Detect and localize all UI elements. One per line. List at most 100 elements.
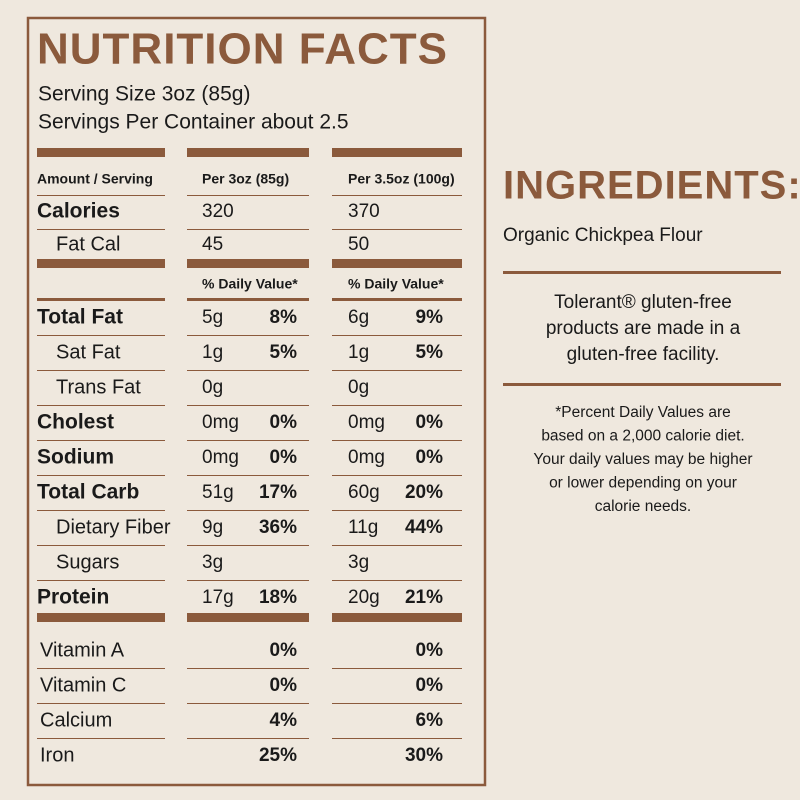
percent: 0% (416, 447, 444, 468)
rule (187, 148, 309, 157)
column-header: Per 3oz (85g) (202, 171, 289, 187)
percent: 9% (416, 307, 444, 328)
rule (332, 613, 462, 622)
row-label: Total Fat (37, 306, 123, 329)
amount: 60g (348, 482, 380, 503)
percent: 18% (259, 587, 297, 608)
column-header: Per 3.5oz (100g) (348, 171, 455, 187)
amount: 9g (202, 517, 223, 538)
row-label: Iron (40, 744, 74, 766)
row-line (332, 510, 462, 511)
rule (332, 298, 462, 301)
percent: 5% (270, 342, 298, 363)
row-line (187, 440, 309, 441)
row-label: Fat Cal (56, 233, 120, 255)
amount: 17g (202, 587, 234, 608)
amount: 3g (202, 552, 223, 573)
footnote-line: *Percent Daily Values are (555, 404, 730, 421)
note-line: gluten-free facility. (567, 344, 720, 365)
row-line (37, 668, 165, 669)
percent: 30% (405, 745, 443, 766)
percent: 0% (270, 675, 298, 696)
footnote-line: or lower depending on your (549, 475, 737, 492)
amount: 0mg (202, 412, 239, 433)
percent: 0% (416, 412, 444, 433)
note-line: products are made in a (546, 318, 741, 339)
row-label: Dietary Fiber (56, 516, 171, 538)
row-line (37, 475, 165, 476)
percent: 20% (405, 482, 443, 503)
row-line (37, 335, 165, 336)
percent: 21% (405, 587, 443, 608)
amount: 3g (348, 552, 369, 573)
percent: 36% (259, 517, 297, 538)
row-line (332, 370, 462, 371)
row-line (332, 668, 462, 669)
row-line (332, 703, 462, 704)
amount: 20g (348, 587, 380, 608)
amount: 0mg (348, 412, 385, 433)
percent: 8% (270, 307, 298, 328)
row-line (332, 580, 462, 581)
amount: 5g (202, 307, 223, 328)
rule (37, 298, 165, 301)
rule (37, 148, 165, 157)
row-line (332, 475, 462, 476)
row-label: Sugars (56, 551, 119, 573)
row-label: Trans Fat (56, 376, 141, 398)
footnote-line: based on a 2,000 calorie diet. (541, 428, 744, 445)
percent: 25% (259, 745, 297, 766)
divider (503, 271, 781, 274)
row-label: Vitamin A (40, 639, 125, 661)
row-line (332, 405, 462, 406)
amount: 0g (348, 377, 369, 398)
rule (187, 259, 309, 268)
amount: 0g (202, 377, 223, 398)
daily-value-header: % Daily Value* (202, 276, 298, 292)
divider (503, 383, 781, 386)
ingredients-title: INGREDIENTS: (503, 164, 800, 208)
rule (187, 613, 309, 622)
percent: 4% (270, 710, 298, 731)
row-line (332, 545, 462, 546)
footnote-line: Your daily values may be higher (533, 451, 752, 468)
row-line (187, 545, 309, 546)
amount: 320 (202, 201, 234, 222)
row-line (187, 738, 309, 739)
row-line (332, 440, 462, 441)
amount: 0mg (348, 447, 385, 468)
row-label: Calcium (40, 709, 112, 731)
note-line: Tolerant® gluten-free (554, 292, 732, 313)
row-line (37, 580, 165, 581)
amount: 1g (202, 342, 223, 363)
row-line (187, 475, 309, 476)
row-line (187, 229, 309, 230)
row-label: Calories (37, 200, 120, 223)
percent: 0% (270, 412, 298, 433)
row-line (187, 370, 309, 371)
row-line (187, 668, 309, 669)
row-line (37, 405, 165, 406)
rule (37, 613, 165, 622)
panel-border (26, 16, 487, 787)
percent: 0% (270, 447, 298, 468)
percent: 0% (416, 675, 444, 696)
row-label: Vitamin C (40, 674, 126, 696)
row-line (187, 510, 309, 511)
row-label: Total Carb (37, 481, 139, 504)
row-line (37, 703, 165, 704)
amount: 6g (348, 307, 369, 328)
row-label: Protein (37, 586, 109, 609)
row-line (332, 335, 462, 336)
amount: 50 (348, 234, 369, 255)
row-line (332, 195, 462, 196)
row-line (332, 738, 462, 739)
percent: 44% (405, 517, 443, 538)
title: NUTRITION FACTS (37, 25, 448, 74)
serving-size: Serving Size 3oz (85g) (38, 83, 250, 106)
row-label: Sat Fat (56, 341, 121, 363)
servings-per-container: Servings Per Container about 2.5 (38, 111, 349, 134)
row-line (187, 580, 309, 581)
column-header: Amount / Serving (37, 171, 153, 187)
